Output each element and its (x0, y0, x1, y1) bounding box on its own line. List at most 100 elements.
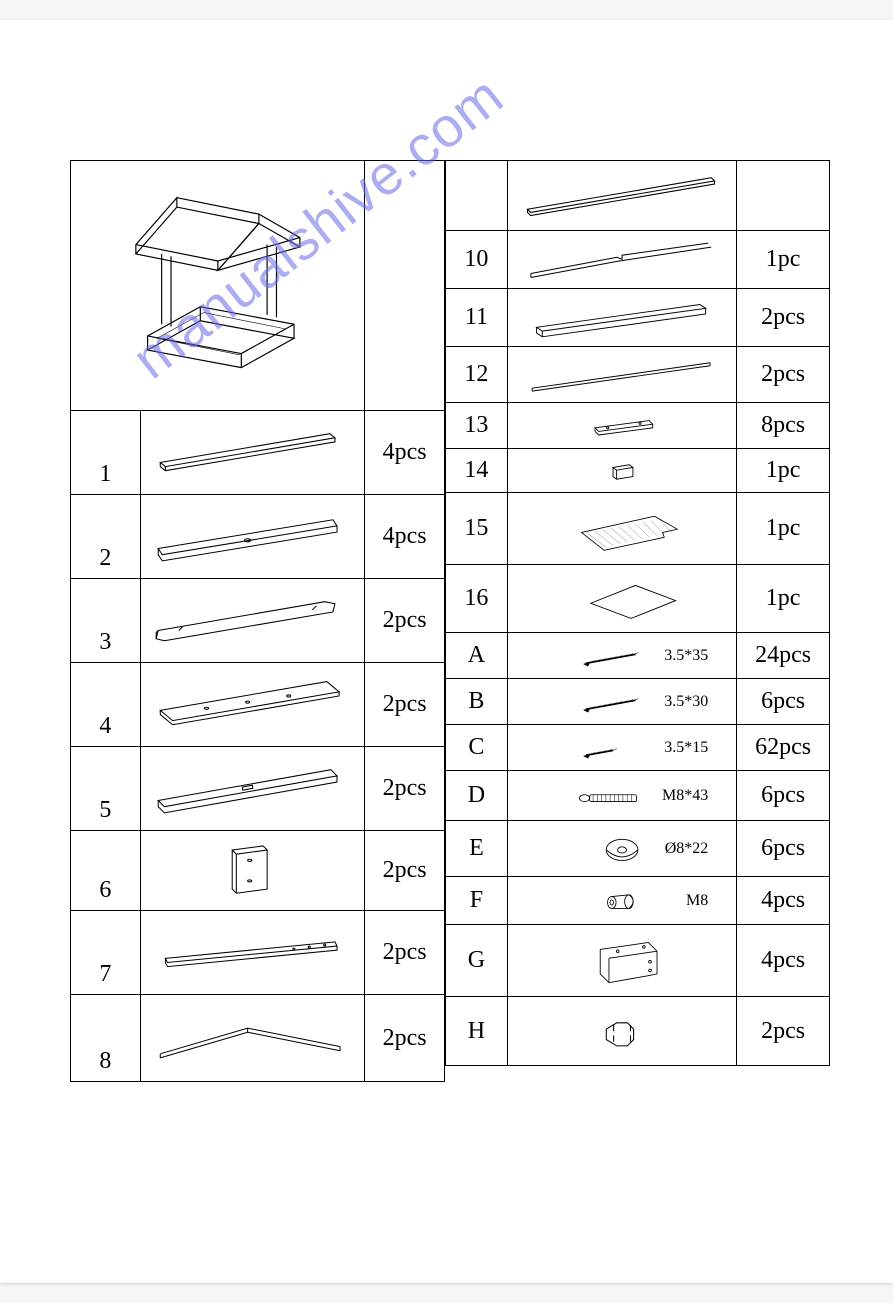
part-image: Ø8*22 (508, 821, 737, 876)
part-qty: 1pc (737, 231, 830, 288)
part-image (141, 911, 365, 994)
part-id-label: E (469, 835, 484, 862)
part-id-label: 11 (465, 304, 488, 331)
part-qty: 6pcs (737, 771, 830, 820)
part-image (141, 663, 365, 746)
part-id: 1 (71, 411, 141, 494)
part-image (508, 925, 737, 996)
part-qty-label: 1pc (766, 585, 801, 612)
part-qty-label: 4pcs (761, 887, 805, 914)
part-qty-label: 4pcs (383, 439, 427, 466)
table-row: 82pcs (70, 994, 445, 1082)
part-id: 3 (71, 579, 141, 662)
part-id-label: 7 (99, 961, 111, 988)
part-id: 15 (446, 493, 508, 564)
part-image: 3.5*15 (508, 725, 737, 770)
part-spec: M8 (686, 892, 708, 910)
table-row: 32pcs (70, 578, 445, 662)
part-image (508, 997, 737, 1065)
part-qty-label: 1pc (766, 246, 801, 273)
product-qty-cell (365, 161, 445, 410)
part-qty: 1pc (737, 449, 830, 492)
part-id-label: H (468, 1018, 485, 1045)
part-qty-label: 8pcs (761, 412, 805, 439)
part-id: B (446, 679, 508, 724)
parts-sheet: 14pcs24pcs32pcs42pcs52pcs62pcs72pcs82pcs… (70, 160, 830, 1082)
part-qty-label: 4pcs (383, 523, 427, 550)
part-qty: 24pcs (737, 633, 830, 678)
part-qty: 2pcs (737, 997, 830, 1065)
part-qty: 2pcs (365, 831, 445, 910)
part-qty: 4pcs (365, 495, 445, 578)
part-id: 6 (71, 831, 141, 910)
part-id-label: 2 (99, 545, 111, 572)
table-row: FM84pcs (445, 876, 830, 924)
table-row (445, 160, 830, 230)
part-qty: 2pcs (737, 347, 830, 402)
part-image (508, 289, 737, 346)
part-id-label: 14 (464, 457, 488, 484)
table-row: D M8*43 6pcs (445, 770, 830, 820)
part-spec: 3.5*30 (664, 693, 708, 711)
part-id: 2 (71, 495, 141, 578)
table-row: E Ø8*22 6pcs (445, 820, 830, 876)
part-id-label: G (468, 947, 485, 974)
table-row: 2 4pcs (70, 494, 445, 578)
part-id-label: 12 (464, 361, 488, 388)
table-row: 6 2pcs (70, 830, 445, 910)
part-spec: 3.5*35 (664, 647, 708, 665)
part-image (508, 493, 737, 564)
page: 14pcs24pcs32pcs42pcs52pcs62pcs72pcs82pcs… (0, 20, 893, 1283)
part-id: 10 (446, 231, 508, 288)
part-id (446, 161, 508, 230)
part-qty: 6pcs (737, 821, 830, 876)
part-image: 3.5*30 (508, 679, 737, 724)
table-row: 7 2pcs (70, 910, 445, 994)
part-id: 13 (446, 403, 508, 448)
part-qty: 4pcs (365, 411, 445, 494)
part-qty-label: 6pcs (761, 782, 805, 809)
part-id: 12 (446, 347, 508, 402)
part-image (508, 231, 737, 288)
part-id: H (446, 997, 508, 1065)
part-spec: Ø8*22 (665, 840, 709, 858)
part-id-label: 16 (464, 585, 488, 612)
part-id-label: 3 (99, 629, 111, 656)
part-id-label: 1 (99, 461, 111, 488)
part-id-label: D (468, 782, 485, 809)
part-qty-label: 2pcs (383, 857, 427, 884)
part-id-label: 5 (99, 797, 111, 824)
part-id-label: 13 (464, 412, 488, 439)
part-qty: 1pc (737, 565, 830, 632)
part-id: 8 (71, 995, 141, 1081)
part-image (508, 403, 737, 448)
part-id-label: 15 (464, 515, 488, 542)
part-qty: 6pcs (737, 679, 830, 724)
part-image (141, 495, 365, 578)
part-image (508, 347, 737, 402)
part-qty-label: 6pcs (761, 835, 805, 862)
part-id: 11 (446, 289, 508, 346)
product-row (70, 160, 445, 410)
table-row: 16 1pc (445, 564, 830, 632)
part-spec: M8*43 (662, 787, 708, 805)
part-id: E (446, 821, 508, 876)
part-image (141, 995, 365, 1081)
left-column: 14pcs24pcs32pcs42pcs52pcs62pcs72pcs82pcs (70, 160, 445, 1082)
part-qty-label: 2pcs (383, 691, 427, 718)
part-spec: 3.5*15 (664, 739, 708, 757)
part-qty-label: 2pcs (761, 304, 805, 331)
table-row: 14 1pc (445, 448, 830, 492)
part-id-label: 4 (99, 713, 111, 740)
part-image (508, 449, 737, 492)
part-qty-label: 2pcs (761, 361, 805, 388)
part-id-label: 6 (99, 877, 111, 904)
part-qty: 2pcs (365, 911, 445, 994)
part-qty-label: 2pcs (761, 1018, 805, 1045)
part-image (508, 161, 737, 230)
table-row: 13 8pcs (445, 402, 830, 448)
table-row: 52pcs (70, 746, 445, 830)
part-qty-label: 24pcs (755, 642, 811, 669)
table-row: 151pc (445, 492, 830, 564)
part-qty-label: 4pcs (761, 947, 805, 974)
